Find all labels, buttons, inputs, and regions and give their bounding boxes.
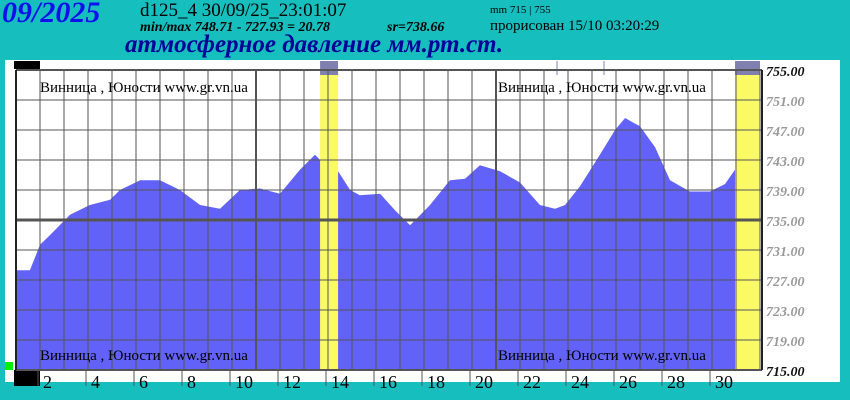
- y-tick-label: 747.00: [766, 125, 805, 140]
- y-tick-label: 751.00: [766, 95, 805, 110]
- x-tick-label: 16: [379, 372, 397, 392]
- drawn-timestamp: прорисован 15/10 03:20:29: [490, 18, 660, 34]
- x-tick-label: 22: [523, 372, 541, 392]
- y-tick-label: 755.00: [766, 65, 805, 80]
- x-tick-label: 24: [571, 372, 589, 392]
- x-tick-label: 12: [283, 372, 301, 392]
- highlight-cap: [735, 61, 760, 75]
- y-tick-label: 727.00: [766, 275, 805, 290]
- corner-marker: [14, 370, 40, 386]
- highlight-cap: [320, 61, 339, 75]
- x-tick-label: 4: [91, 372, 100, 392]
- y-tick-label: 739.00: [766, 185, 805, 200]
- x-tick-label: 28: [667, 372, 685, 392]
- x-tick-label: 14: [331, 372, 349, 392]
- mm-range: mm 715 | 755: [490, 4, 551, 16]
- x-tick-label: 10: [235, 372, 253, 392]
- min-max-summary: min/max 748.71 - 727.93 = 20.78: [140, 20, 330, 35]
- x-tick-label: 26: [619, 372, 637, 392]
- watermark-text: Винница , Юности www.gr.vn.ua: [498, 348, 706, 364]
- x-tick-label: 18: [427, 372, 445, 392]
- y-tick-label: 723.00: [766, 305, 805, 320]
- y-tick-label: 743.00: [766, 155, 805, 170]
- corner-marker: [14, 61, 40, 69]
- station-code-timestamp: d125_4 30/09/25_23:01:07: [140, 0, 347, 21]
- y-tick-label: 719.00: [766, 335, 805, 350]
- y-tick-label: 715.00: [766, 365, 805, 380]
- x-tick-label: 2: [43, 372, 52, 392]
- month-label: 09/2025: [2, 0, 101, 29]
- x-tick-label: 6: [139, 372, 148, 392]
- y-tick-label: 731.00: [766, 245, 805, 260]
- x-tick-label: 8: [187, 372, 196, 392]
- y-tick-label: 735.00: [766, 215, 805, 230]
- watermark-text: Винница , Юности www.gr.vn.ua: [40, 348, 248, 364]
- chart-title: атмосферное давление мм.рт.ст.: [125, 31, 504, 58]
- x-tick-label: 20: [475, 372, 493, 392]
- watermark-text: Винница , Юности www.gr.vn.ua: [498, 80, 706, 96]
- watermark-text: Винница , Юности www.gr.vn.ua: [40, 80, 248, 96]
- status-marker: [5, 362, 13, 370]
- average-value: sr=738.66: [387, 20, 445, 35]
- x-tick-label: 30: [715, 372, 733, 392]
